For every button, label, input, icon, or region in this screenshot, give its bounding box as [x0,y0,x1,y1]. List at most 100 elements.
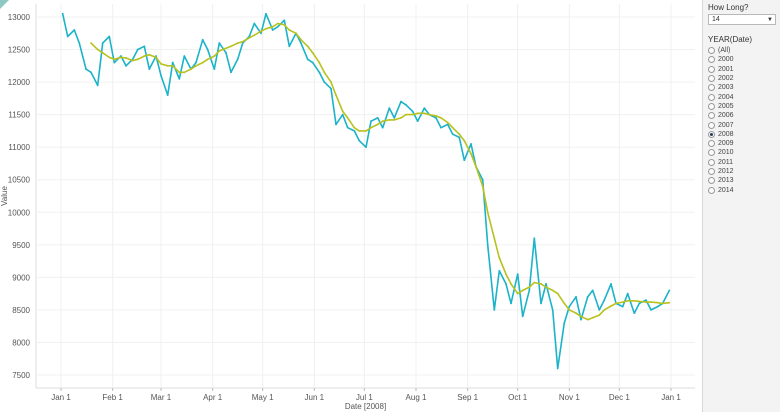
how-long-dropdown[interactable]: 14 ▼ [708,14,776,25]
data-point [376,123,379,126]
data-point [120,56,122,59]
data-point [225,47,227,50]
year-option[interactable]: 2010 [708,148,780,157]
year-option-label: 2011 [718,158,734,166]
year-option-label: 2010 [718,149,734,157]
data-point [621,301,624,303]
data-point [283,23,286,26]
data-point [411,113,414,116]
data-point [311,51,314,54]
radio-icon [708,56,715,64]
data-point [148,68,151,70]
year-option[interactable]: 2012 [708,167,780,176]
data-point [201,38,204,41]
radio-icon [708,158,715,166]
chart-area: Jan 1 Feb 1 Mar 1 Apr 1 May 1 Jun 1 Jul 1 Aug 1… [0,0,695,411]
data-point [645,301,647,303]
data-point [218,49,221,52]
y-tick-label: 10000 [8,208,31,217]
data-point [335,123,337,126]
radio-icon [708,47,715,55]
year-option[interactable]: 2003 [708,83,780,92]
data-point [166,64,169,67]
data-point [516,292,519,295]
year-option-label: 2008 [718,130,734,138]
year-option[interactable]: 2002 [708,74,780,83]
x-tick-label: Dec 1 [609,393,630,402]
data-point [113,61,116,64]
year-option[interactable]: 2000 [708,55,780,64]
data-point [638,302,641,305]
data-point [166,94,169,97]
data-point [236,58,239,61]
year-option-label: 2004 [718,93,734,101]
data-point [540,282,542,285]
y-tick-label: 10500 [8,176,31,185]
data-point [171,64,174,67]
data-point [470,143,472,145]
x-tick-label: Jun 1 [305,393,325,402]
data-point [400,116,402,119]
data-point [330,81,332,84]
year-option[interactable]: (All) [708,46,780,55]
y-tick-label: 9500 [12,241,30,250]
x-tick-label: Jan 1 [661,393,681,402]
data-point [556,367,559,370]
data-point [346,116,349,119]
x-tick-label: Jul 1 [356,393,373,402]
radio-icon [708,65,715,73]
y-tick-label: 12500 [8,46,31,55]
data-point [521,315,524,318]
data-point [668,301,671,304]
year-option[interactable]: 2005 [708,102,780,111]
data-point [155,56,157,59]
year-option[interactable]: 2001 [708,65,780,74]
data-point [533,237,536,240]
year-option[interactable]: 2013 [708,176,780,185]
data-point [603,299,606,302]
year-option-label: 2009 [718,140,734,148]
data-point [656,305,659,308]
year-option[interactable]: 2008 [708,130,780,139]
data-point [481,178,484,181]
year-option[interactable]: 2007 [708,120,780,129]
year-option[interactable]: 2011 [708,158,780,167]
data-point [365,130,367,132]
data-point [598,314,601,317]
data-point [580,315,582,318]
data-point [621,305,624,308]
data-point [96,84,99,87]
year-option-label: 2002 [718,75,734,83]
data-point [96,48,99,51]
how-long-value: 14 [712,16,720,23]
year-option-label: 2005 [718,102,734,110]
year-option[interactable]: 2006 [708,111,780,120]
y-tick-label: 12000 [8,78,31,87]
data-point [143,45,146,48]
data-point [458,136,461,139]
chevron-down-icon: ▼ [767,17,773,23]
year-option[interactable]: 2014 [708,185,780,194]
data-point [90,71,92,74]
data-point [568,308,571,311]
data-point [276,25,279,28]
data-point [656,301,659,304]
year-option[interactable]: 2009 [708,139,780,148]
data-point [521,289,524,292]
data-point [463,159,466,162]
x-tick-label: Jan 1 [51,393,71,402]
data-point [253,34,256,37]
data-point [388,118,391,121]
data-point [271,29,274,31]
radio-icon [708,84,715,92]
y-tick-label: 13000 [8,13,31,22]
data-point [551,289,554,292]
data-point [206,58,209,61]
data-point [61,12,64,15]
data-point [190,68,192,70]
x-axis-title: Date [2008] [345,402,386,411]
data-point [610,282,612,285]
data-point [528,286,531,289]
data-point [393,116,396,119]
year-option[interactable]: 2004 [708,92,780,101]
